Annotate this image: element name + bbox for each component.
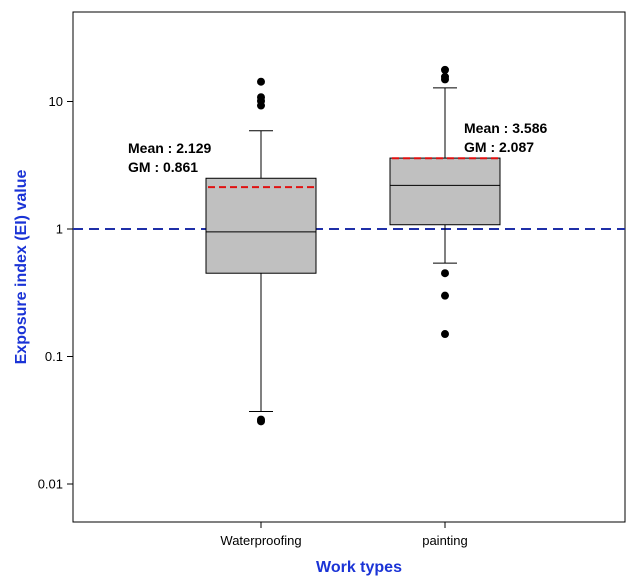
mean-annotation: Mean : 2.129 (128, 140, 211, 156)
y-tick-label: 10 (49, 94, 63, 109)
gm-annotation: GM : 2.087 (464, 139, 534, 155)
y-axis-title: Exposure index (EI) value (13, 170, 30, 365)
annotations-group: Mean : 2.129 GM : 0.861 Mean : 3.586 GM : 2… (128, 120, 547, 175)
outlier-point (257, 415, 265, 424)
plot-frame (72, 11, 626, 523)
outlier-point (441, 291, 449, 300)
outlier-point (441, 65, 449, 74)
box-painting (389, 65, 501, 339)
outlier-point (257, 77, 265, 86)
iqr-box (205, 177, 317, 274)
y-tick-label: 1 (56, 222, 63, 237)
x-axis-title: Work types (316, 559, 402, 576)
outlier-point (441, 72, 449, 81)
boxes-group (205, 65, 501, 426)
outlier-point (441, 269, 449, 278)
box-waterproofing (205, 77, 317, 426)
y-axis-ticks: 0.01 0.1 1 10 (38, 94, 73, 492)
y-tick-label: 0.01 (38, 477, 63, 492)
x-tick-label: painting (422, 533, 468, 548)
mean-annotation: Mean : 3.586 (464, 120, 547, 136)
outlier-point (257, 93, 265, 102)
y-tick-label: 0.1 (45, 349, 63, 364)
x-axis-ticks: Waterproofing painting (220, 522, 468, 548)
gm-annotation: GM : 0.861 (128, 159, 198, 175)
x-tick-label: Waterproofing (220, 533, 301, 548)
outlier-point (441, 330, 449, 339)
iqr-box (389, 157, 501, 226)
